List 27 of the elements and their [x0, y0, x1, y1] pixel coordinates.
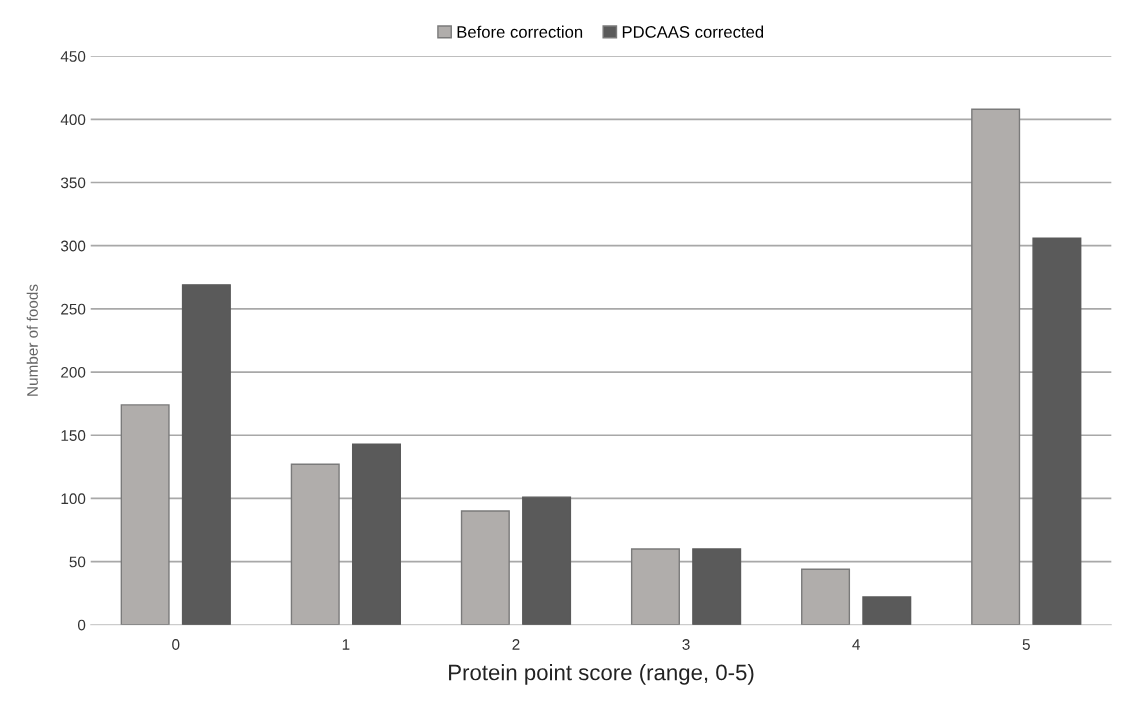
x-tick-label: 4 — [852, 639, 860, 650]
bar — [862, 596, 912, 625]
y-tick-label: 50 — [69, 556, 86, 568]
x-tick-label: 3 — [682, 639, 690, 650]
y-tick-label: 300 — [60, 240, 86, 252]
bar — [692, 548, 742, 625]
x-tick-label: 0 — [172, 639, 180, 650]
y-tick-label: 350 — [60, 177, 86, 189]
bar — [181, 284, 231, 625]
bar — [351, 443, 401, 625]
x-tick-label: 5 — [1022, 639, 1030, 650]
y-axis-title: Number of foods — [26, 284, 38, 396]
y-tick-label: 250 — [61, 303, 86, 315]
bar — [522, 496, 572, 625]
legend-label: Before correction — [457, 25, 583, 38]
y-tick-label: 0 — [77, 619, 86, 631]
y-tick-label: 400 — [60, 114, 86, 126]
bar — [801, 568, 851, 625]
x-axis-title: Protein point score (range, 0-5) — [449, 664, 754, 685]
y-tick-label: 150 — [61, 430, 86, 441]
y-tick-label: 100 — [61, 493, 86, 505]
bar — [1032, 237, 1082, 625]
legend-label: PDCAAS corrected — [622, 25, 764, 38]
x-tick-label: 1 — [342, 639, 350, 650]
y-tick-label: 450 — [60, 51, 86, 62]
y-tick-label: 200 — [61, 366, 86, 378]
x-tick-label: 2 — [512, 639, 520, 650]
